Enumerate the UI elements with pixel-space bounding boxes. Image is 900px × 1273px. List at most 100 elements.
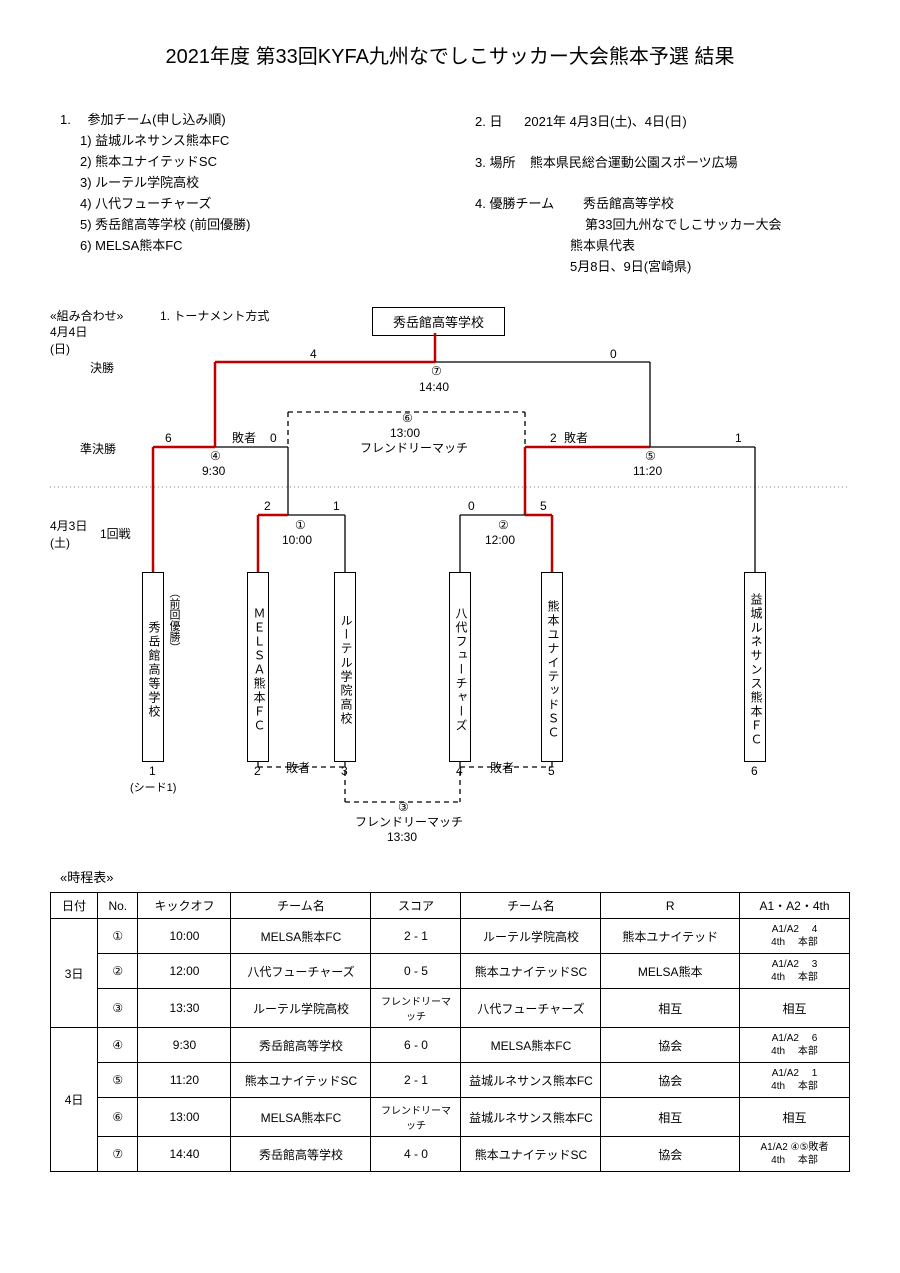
cell-score: フレンドリーマッチ: [371, 1098, 461, 1137]
team-box-5: 熊本ユナイテッドＳＣ: [541, 572, 563, 762]
svg-text:フレンドリーマッチ: フレンドリーマッチ: [360, 441, 468, 455]
cell-ko: 11:20: [138, 1063, 231, 1098]
team-num: 4: [456, 764, 463, 778]
cell-a: A1/A2 ④⑤敗者4th 本部: [740, 1137, 850, 1172]
team-num: 6: [751, 764, 758, 778]
svg-text:14:40: 14:40: [419, 380, 449, 394]
cell-t1: MELSA熊本FC: [231, 919, 371, 954]
info-right: 2. 日 2021年 4月3日(土)、4日(日) 3. 場所 熊本県民総合運動公…: [475, 109, 850, 277]
cell-a: 相互: [740, 1098, 850, 1137]
cell-no: ③: [98, 989, 138, 1028]
champ-value: 秀岳館高等学校: [583, 196, 674, 211]
table-row: 3日①10:00MELSA熊本FC2 - 1ルーテル学院高校熊本ユナイテッドA1…: [51, 919, 850, 954]
svg-text:②: ②: [498, 518, 509, 532]
svg-text:12:00: 12:00: [485, 533, 515, 547]
champ-row: 4. 優勝チーム 秀岳館高等学校: [475, 193, 850, 212]
svg-text:0: 0: [610, 347, 617, 361]
team-item: 3) ルーテル学院高校: [80, 172, 435, 191]
place-value: 熊本県民総合運動公園スポーツ広場: [530, 155, 738, 170]
team-item: 5) 秀岳館高等学校 (前回優勝): [80, 214, 435, 233]
svg-text:⑦: ⑦: [431, 364, 442, 378]
svg-text:4: 4: [310, 347, 317, 361]
col-team1: チーム名: [231, 893, 371, 919]
table-row: ②12:00八代フューチャーズ0 - 5熊本ユナイテッドSCMELSA熊本A1/…: [51, 954, 850, 989]
cell-r: 相互: [601, 989, 740, 1028]
cell-t2: 八代フューチャーズ: [461, 989, 601, 1028]
place-row: 3. 場所 熊本県民総合運動公園スポーツ広場: [475, 152, 850, 171]
svg-text:6: 6: [165, 431, 172, 445]
cell-score: 2 - 1: [371, 1063, 461, 1098]
schedule-heading: «時程表»: [60, 867, 850, 886]
cell-a: A1/A2 44th 本部: [740, 919, 850, 954]
team-item: 2) 熊本ユナイテッドSC: [80, 151, 435, 170]
info-left: 1. 参加チーム(申し込み順) 1) 益城ルネサンス熊本FC 2) 熊本ユナイテ…: [50, 109, 435, 277]
team-num: 5: [548, 764, 555, 778]
team-num: 1: [149, 764, 156, 778]
cell-score: 0 - 5: [371, 954, 461, 989]
cell-a: 相互: [740, 989, 850, 1028]
team-box-4: 八代フューチャーズ: [449, 572, 471, 762]
svg-text:13:30: 13:30: [387, 830, 417, 844]
svg-text:⑥: ⑥: [402, 411, 413, 425]
col-no: No.: [98, 893, 138, 919]
col-score: スコア: [371, 893, 461, 919]
prev-champ-note: （前回優勝）: [166, 587, 182, 653]
table-row: 4日④9:30秀岳館高等学校6 - 0MELSA熊本FC協会A1/A2 64th…: [51, 1028, 850, 1063]
svg-text:5: 5: [540, 499, 547, 513]
svg-text:⑤: ⑤: [645, 449, 656, 463]
team-num: 3: [341, 764, 348, 778]
cell-ko: 10:00: [138, 919, 231, 954]
cell-ko: 13:00: [138, 1098, 231, 1137]
team-item: 6) MELSA熊本FC: [80, 235, 435, 254]
cell-date: 3日: [51, 919, 98, 1028]
team-box-3: ルーテル学院高校: [334, 572, 356, 762]
svg-text:11:20: 11:20: [633, 464, 662, 478]
cell-t1: MELSA熊本FC: [231, 1098, 371, 1137]
cell-a: A1/A2 14th 本部: [740, 1063, 850, 1098]
svg-text:敗者: 敗者: [286, 760, 310, 775]
cell-ko: 9:30: [138, 1028, 231, 1063]
svg-text:1: 1: [333, 499, 340, 513]
table-row: ⑤11:20熊本ユナイテッドSC2 - 1益城ルネサンス熊本FC協会A1/A2 …: [51, 1063, 850, 1098]
svg-text:敗者: 敗者: [490, 760, 514, 775]
svg-text:④: ④: [210, 449, 221, 463]
svg-text:10:00: 10:00: [282, 533, 312, 547]
champ-note: 第33回九州なでしこサッカー大会: [585, 214, 850, 233]
cell-ko: 13:30: [138, 989, 231, 1028]
svg-text:敗者: 敗者: [564, 430, 588, 445]
cell-r: 協会: [601, 1028, 740, 1063]
svg-text:1: 1: [735, 431, 742, 445]
cell-no: ②: [98, 954, 138, 989]
cell-no: ⑦: [98, 1137, 138, 1172]
table-row: ⑥13:00MELSA熊本FCフレンドリーマッチ益城ルネサンス熊本FC相互相互: [51, 1098, 850, 1137]
cell-date: 4日: [51, 1028, 98, 1172]
table-row: ③13:30ルーテル学院高校フレンドリーマッチ八代フューチャーズ相互相互: [51, 989, 850, 1028]
col-a: A1・A2・4th: [740, 893, 850, 919]
svg-text:③: ③: [398, 800, 409, 814]
seed-note: (シード1): [130, 779, 176, 795]
place-label: 3. 場所: [475, 155, 515, 170]
cell-a: A1/A2 64th 本部: [740, 1028, 850, 1063]
svg-text:敗者: 敗者: [232, 430, 256, 445]
svg-text:①: ①: [295, 518, 306, 532]
team-list: 1) 益城ルネサンス熊本FC 2) 熊本ユナイテッドSC 3) ルーテル学院高校…: [80, 130, 435, 254]
cell-t1: 秀岳館高等学校: [231, 1137, 371, 1172]
cell-no: ④: [98, 1028, 138, 1063]
svg-text:0: 0: [468, 499, 475, 513]
teams-heading: 1. 参加チーム(申し込み順): [60, 109, 435, 128]
svg-text:9:30: 9:30: [202, 464, 226, 478]
cell-t1: 八代フューチャーズ: [231, 954, 371, 989]
date-label: 2. 日: [475, 114, 502, 129]
cell-no: ⑥: [98, 1098, 138, 1137]
cell-score: 2 - 1: [371, 919, 461, 954]
col-r: R: [601, 893, 740, 919]
col-date: 日付: [51, 893, 98, 919]
champ-note: 5月8日、9日(宮崎県): [570, 256, 850, 275]
team-num: 2: [254, 764, 261, 778]
team-box-2: ＭＥＬＳＡ熊本ＦＣ: [247, 572, 269, 762]
svg-text:13:00: 13:00: [390, 426, 420, 440]
cell-r: 熊本ユナイテッド: [601, 919, 740, 954]
col-team2: チーム名: [461, 893, 601, 919]
cell-t2: ルーテル学院高校: [461, 919, 601, 954]
cell-t2: 熊本ユナイテッドSC: [461, 1137, 601, 1172]
